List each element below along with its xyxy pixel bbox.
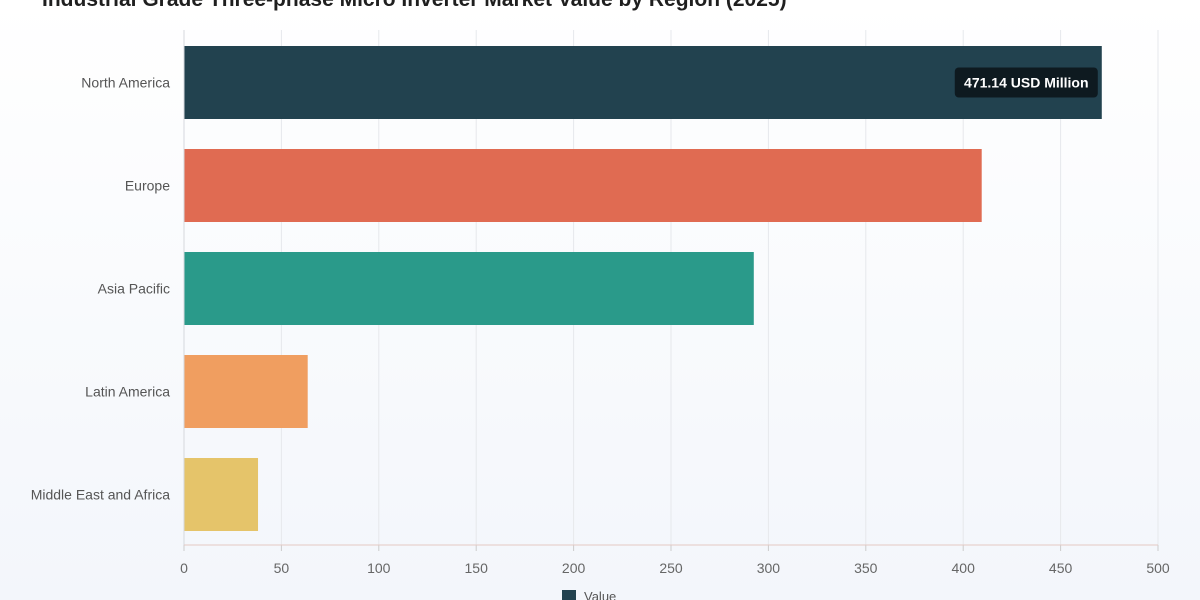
x-tick-label: 400 bbox=[952, 560, 976, 576]
category-label: Asia Pacific bbox=[98, 281, 170, 297]
x-tick-label: 250 bbox=[659, 560, 683, 576]
tooltip-box bbox=[954, 67, 1098, 98]
category-labels: North America Europe Asia Pacific Latin Ame… bbox=[31, 75, 171, 503]
x-tick-label: 50 bbox=[274, 560, 290, 576]
x-tick-label: 150 bbox=[465, 560, 489, 576]
bar[interactable] bbox=[184, 355, 308, 428]
bar[interactable] bbox=[184, 46, 1102, 119]
bar[interactable] bbox=[184, 458, 259, 531]
tooltip-text: 471.14 USD Million bbox=[964, 75, 1088, 91]
category-label: Latin America bbox=[85, 384, 170, 400]
x-tick-label: 300 bbox=[757, 560, 781, 576]
bar[interactable] bbox=[184, 149, 982, 222]
tooltip: 471.14 USD Million bbox=[954, 67, 1098, 98]
x-tick-label: 350 bbox=[854, 560, 878, 576]
legend-swatch[interactable] bbox=[562, 590, 576, 600]
bar[interactable] bbox=[184, 252, 754, 325]
x-tick-label: 450 bbox=[1049, 560, 1073, 576]
x-axis: 0 50 100 150 200 250 300 350 400 450 500 bbox=[180, 30, 1170, 576]
legend: Value bbox=[562, 589, 616, 600]
category-label: Europe bbox=[125, 178, 170, 194]
category-label: North America bbox=[81, 75, 170, 91]
chart-title: Industrial Grade Three-phase Micro Inver… bbox=[42, 0, 787, 12]
x-tick-label: 200 bbox=[562, 560, 586, 576]
bars bbox=[184, 46, 1102, 531]
category-label: Middle East and Africa bbox=[31, 487, 171, 503]
x-tick-label: 500 bbox=[1146, 560, 1170, 576]
x-tick-label: 0 bbox=[180, 560, 188, 576]
x-tick-label: 100 bbox=[367, 560, 391, 576]
legend-label[interactable]: Value bbox=[584, 589, 616, 600]
